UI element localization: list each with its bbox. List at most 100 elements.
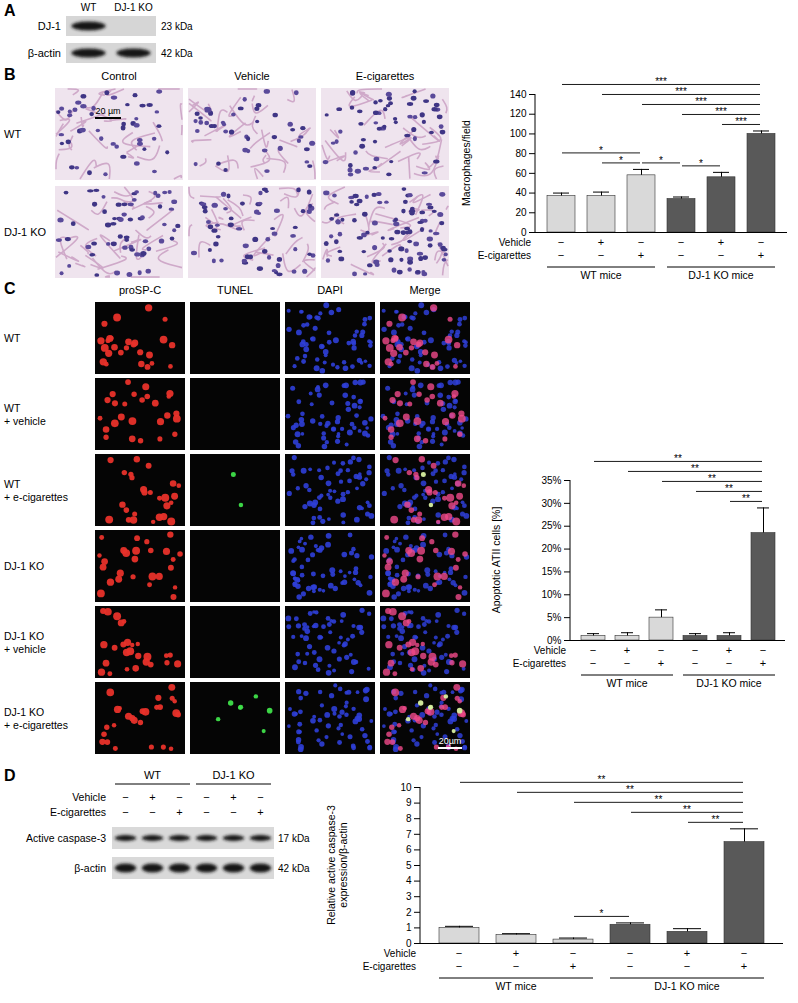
svg-text:10%: 10% — [541, 589, 561, 600]
svg-text:DJ-1 KO mice: DJ-1 KO mice — [688, 269, 754, 281]
svg-text:20 µm: 20 µm — [95, 106, 120, 116]
svg-text:−: − — [570, 947, 576, 959]
svg-text:+: + — [758, 249, 764, 261]
svg-text:−: − — [598, 249, 604, 261]
svg-text:E-cigarettes: E-cigarettes — [363, 961, 416, 972]
svg-text:42 kDa: 42 kDa — [278, 863, 310, 874]
svg-text:WT mice: WT mice — [606, 677, 647, 689]
svg-text:**: ** — [655, 794, 663, 805]
svg-text:+: + — [257, 806, 263, 818]
svg-text:100: 100 — [510, 128, 527, 139]
svg-text:WT: WT — [144, 769, 161, 781]
svg-text:**: ** — [742, 493, 750, 504]
svg-text:DJ-1: DJ-1 — [38, 20, 61, 32]
svg-text:***: *** — [695, 96, 707, 107]
svg-text:**: ** — [598, 774, 606, 785]
svg-text:WT: WT — [4, 332, 21, 344]
svg-text:60: 60 — [515, 168, 527, 179]
svg-text:30%: 30% — [541, 498, 561, 509]
svg-text:Vehicle: Vehicle — [72, 791, 106, 803]
svg-text:−: − — [741, 947, 747, 959]
svg-text:−: − — [760, 644, 766, 656]
svg-text:E-cigarettes: E-cigarettes — [356, 70, 415, 82]
svg-text:**: ** — [708, 473, 716, 484]
svg-text:**: ** — [683, 804, 691, 815]
svg-text:10: 10 — [400, 782, 412, 793]
svg-text:−: − — [558, 236, 564, 248]
svg-text:−: − — [122, 791, 128, 803]
svg-text:+: + — [598, 236, 604, 248]
svg-text:−: − — [456, 960, 462, 972]
svg-text:140: 140 — [510, 89, 527, 100]
svg-text:TUNEL: TUNEL — [217, 284, 253, 296]
svg-text:−: − — [558, 249, 564, 261]
svg-text:*: * — [600, 908, 604, 919]
svg-text:+: + — [741, 960, 747, 972]
svg-text:120: 120 — [510, 108, 527, 119]
svg-text:+: + — [718, 236, 724, 248]
svg-text:−: − — [658, 644, 664, 656]
svg-text:80: 80 — [515, 148, 527, 159]
svg-text:−: − — [692, 657, 698, 669]
svg-text:**: ** — [626, 784, 634, 795]
svg-text:DJ-1 KO mice: DJ-1 KO mice — [696, 677, 762, 689]
svg-text:WT mice: WT mice — [580, 269, 621, 281]
svg-text:23 kDa: 23 kDa — [161, 21, 193, 32]
svg-text:DJ-1 KO: DJ-1 KO — [114, 2, 153, 13]
svg-text:WT mice: WT mice — [495, 980, 536, 992]
svg-text:+: + — [760, 657, 766, 669]
svg-text:−: − — [590, 657, 596, 669]
svg-text:−: − — [627, 960, 633, 972]
svg-text:WT: WT — [4, 128, 21, 140]
svg-text:5%: 5% — [547, 612, 562, 623]
svg-text:B: B — [4, 66, 16, 83]
svg-text:−: − — [758, 236, 764, 248]
svg-text:−: − — [513, 960, 519, 972]
svg-text:25%: 25% — [541, 520, 561, 531]
svg-text:42 kDa: 42 kDa — [161, 48, 193, 59]
svg-text:*: * — [599, 145, 603, 156]
svg-text:DJ-1 KO: DJ-1 KO — [4, 226, 47, 238]
svg-text:5: 5 — [406, 860, 412, 871]
svg-text:35%: 35% — [541, 475, 561, 486]
svg-text:+: + — [230, 791, 236, 803]
svg-text:−: − — [203, 791, 209, 803]
svg-text:proSP-C: proSP-C — [119, 284, 161, 296]
svg-text:C: C — [4, 280, 16, 297]
svg-text:Control: Control — [101, 70, 136, 82]
svg-text:−: − — [203, 806, 209, 818]
svg-text:+: + — [684, 947, 690, 959]
svg-text:+: + — [624, 644, 630, 656]
svg-text:WT+ e-cigarettes: WT+ e-cigarettes — [4, 478, 68, 503]
svg-text:20µm: 20µm — [439, 736, 462, 746]
svg-text:−: − — [692, 644, 698, 656]
svg-text:Vehicle: Vehicle — [234, 70, 269, 82]
svg-text:Macrophages/field: Macrophages/field — [460, 120, 472, 206]
svg-text:+: + — [658, 657, 664, 669]
svg-text:−: − — [718, 249, 724, 261]
svg-text:+: + — [638, 249, 644, 261]
svg-text:DJ-1 KO: DJ-1 KO — [212, 769, 255, 781]
svg-text:DJ-1 KO+ e-cigarettes: DJ-1 KO+ e-cigarettes — [4, 706, 68, 731]
svg-text:WT+ vehicle: WT+ vehicle — [4, 402, 46, 427]
svg-text:20: 20 — [515, 207, 527, 218]
svg-text:**: ** — [712, 814, 720, 825]
svg-text:E-cigarettes: E-cigarettes — [50, 806, 106, 818]
svg-text:+: + — [726, 644, 732, 656]
svg-text:−: − — [230, 806, 236, 818]
svg-text:E-cigarettes: E-cigarettes — [513, 658, 566, 669]
svg-text:A: A — [4, 2, 16, 19]
svg-text:−: − — [257, 791, 263, 803]
svg-text:−: − — [149, 806, 155, 818]
svg-text:−: − — [638, 236, 644, 248]
svg-text:8: 8 — [406, 813, 412, 824]
svg-text:−: − — [122, 806, 128, 818]
svg-text:40: 40 — [515, 187, 527, 198]
svg-text:Vehicle: Vehicle — [499, 237, 532, 248]
svg-text:Vehicle: Vehicle — [534, 645, 567, 656]
svg-text:−: − — [590, 644, 596, 656]
svg-text:Merge: Merge — [409, 284, 440, 296]
svg-text:20%: 20% — [541, 543, 561, 554]
svg-text:**: ** — [674, 453, 682, 464]
svg-text:*: * — [619, 155, 623, 166]
